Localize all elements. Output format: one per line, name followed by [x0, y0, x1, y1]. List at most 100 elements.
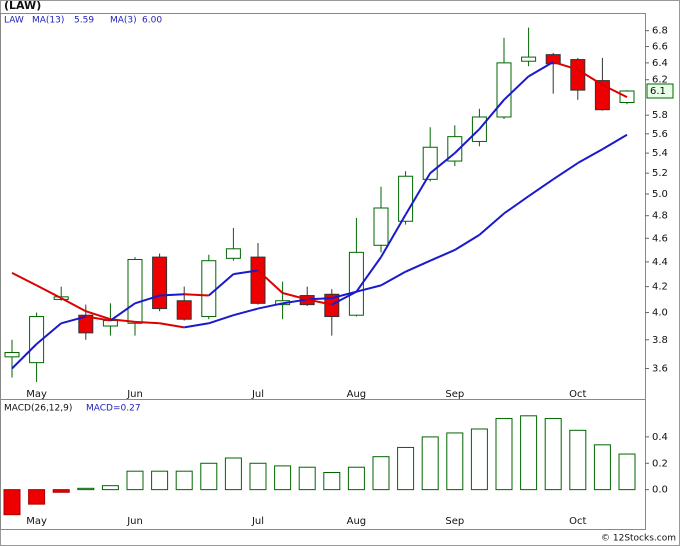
y-tick-label: 5.4: [652, 148, 668, 159]
macd-bar: [520, 415, 538, 491]
y-tick-label: 3.8: [652, 335, 668, 346]
ma-segment: [356, 284, 382, 293]
x-tick-label: May: [26, 516, 47, 527]
ma-segment: [110, 318, 136, 323]
y-tick-label: 5.6: [652, 129, 668, 140]
ma-segment: [11, 272, 38, 287]
macd-bar: [151, 470, 169, 491]
macd-bar: [323, 472, 341, 491]
macd-bar: [446, 432, 464, 491]
ma-segment: [528, 61, 554, 78]
candle-body: [29, 316, 45, 364]
ma-segment: [36, 284, 62, 300]
macd-bar: [593, 444, 611, 491]
last-price-label: 6.1: [650, 86, 666, 97]
y-tick-label: 5.0: [652, 189, 668, 200]
macd-title: MACD(26,12,9): [4, 404, 72, 414]
y-tick-label: 4.2: [652, 282, 668, 293]
x-tick-label: Aug: [347, 516, 367, 527]
legend-ma13: MA(13): [32, 16, 64, 26]
y-tick-label: 4.4: [652, 257, 668, 268]
ma-segment: [478, 212, 505, 236]
footer: © 12Stocks.com: [601, 534, 676, 544]
candle-body: [496, 62, 512, 118]
ma-segment: [257, 269, 284, 294]
legend-ma3-value: 6.00: [142, 16, 162, 26]
macd-label: MACD=0.27: [86, 404, 141, 414]
macd-bar: [274, 465, 292, 491]
macd-bar: [618, 453, 636, 491]
ma-segment: [109, 302, 136, 322]
ma-segment: [331, 290, 357, 306]
ma-segment: [257, 302, 283, 310]
ma-segment: [134, 320, 160, 325]
macd-bar: [52, 489, 70, 493]
candle-body: [521, 56, 537, 62]
macd-bar: [249, 462, 267, 491]
ma-segment: [577, 68, 603, 86]
ma-segment: [282, 292, 308, 301]
ma-segment: [134, 294, 160, 305]
last-price-tag: [646, 83, 674, 99]
chart-title: (LAW): [4, 0, 41, 12]
ma-segment: [454, 233, 480, 251]
y-tick-label: 0.2: [652, 458, 668, 469]
macd-panel: [0, 399, 646, 530]
candle-body: [176, 300, 192, 320]
candle-body: [102, 320, 118, 327]
ma-segment: [159, 322, 185, 329]
ma-segment: [429, 249, 456, 262]
price-panel: [0, 13, 646, 400]
x-tick-label: Jul: [251, 389, 264, 400]
candle-body: [78, 314, 94, 334]
candle-body: [373, 207, 389, 246]
ma-segment: [503, 75, 530, 101]
ma-segment: [478, 99, 505, 130]
ma-segment: [552, 162, 579, 181]
candle-body: [324, 293, 340, 318]
ma-segment: [208, 273, 235, 297]
macd-bar: [298, 466, 316, 491]
macd-bar: [224, 457, 242, 491]
candle-body: [250, 256, 266, 304]
macd-bar: [175, 470, 193, 491]
ma-segment: [404, 172, 432, 216]
ma-segment: [208, 314, 234, 325]
y-tick-label: 6.4: [652, 58, 668, 69]
ma-segment: [282, 298, 308, 305]
ma-segment: [233, 307, 259, 317]
ma-segment: [60, 315, 87, 325]
candle-body: [201, 260, 217, 318]
macd-bar: [3, 489, 21, 516]
ma-segment: [528, 178, 554, 197]
macd-bar: [544, 417, 562, 491]
macd-bar: [495, 417, 513, 491]
x-tick-label: Jun: [126, 389, 143, 400]
y-tick-label: 4.0: [652, 308, 668, 319]
y-tick-label: 6.6: [652, 42, 668, 53]
ma-segment: [11, 343, 38, 370]
x-tick-label: Sep: [445, 389, 464, 400]
ma-segment: [380, 270, 407, 287]
macd-bar: [101, 485, 119, 491]
x-tick-label: Oct: [569, 516, 586, 527]
ma-segment: [307, 297, 332, 301]
macd-bar: [200, 462, 218, 491]
x-tick-label: May: [26, 389, 47, 400]
macd-bar: [347, 466, 365, 491]
y-tick-label: 4.6: [652, 233, 668, 244]
ma-segment: [85, 315, 111, 322]
y-tick-label: 5.2: [652, 168, 668, 179]
macd-bar: [569, 429, 587, 491]
ma-segment: [503, 195, 530, 215]
ma-segment: [306, 298, 333, 306]
candle-body: [225, 248, 241, 259]
y-tick-label: 6.8: [652, 26, 668, 37]
macd-bar: [126, 470, 144, 491]
y-tick-label: 0.4: [652, 432, 668, 443]
x-tick-label: Sep: [445, 516, 464, 527]
ma-segment: [601, 133, 628, 151]
ma-segment: [380, 214, 407, 258]
macd-bar: [28, 489, 46, 505]
